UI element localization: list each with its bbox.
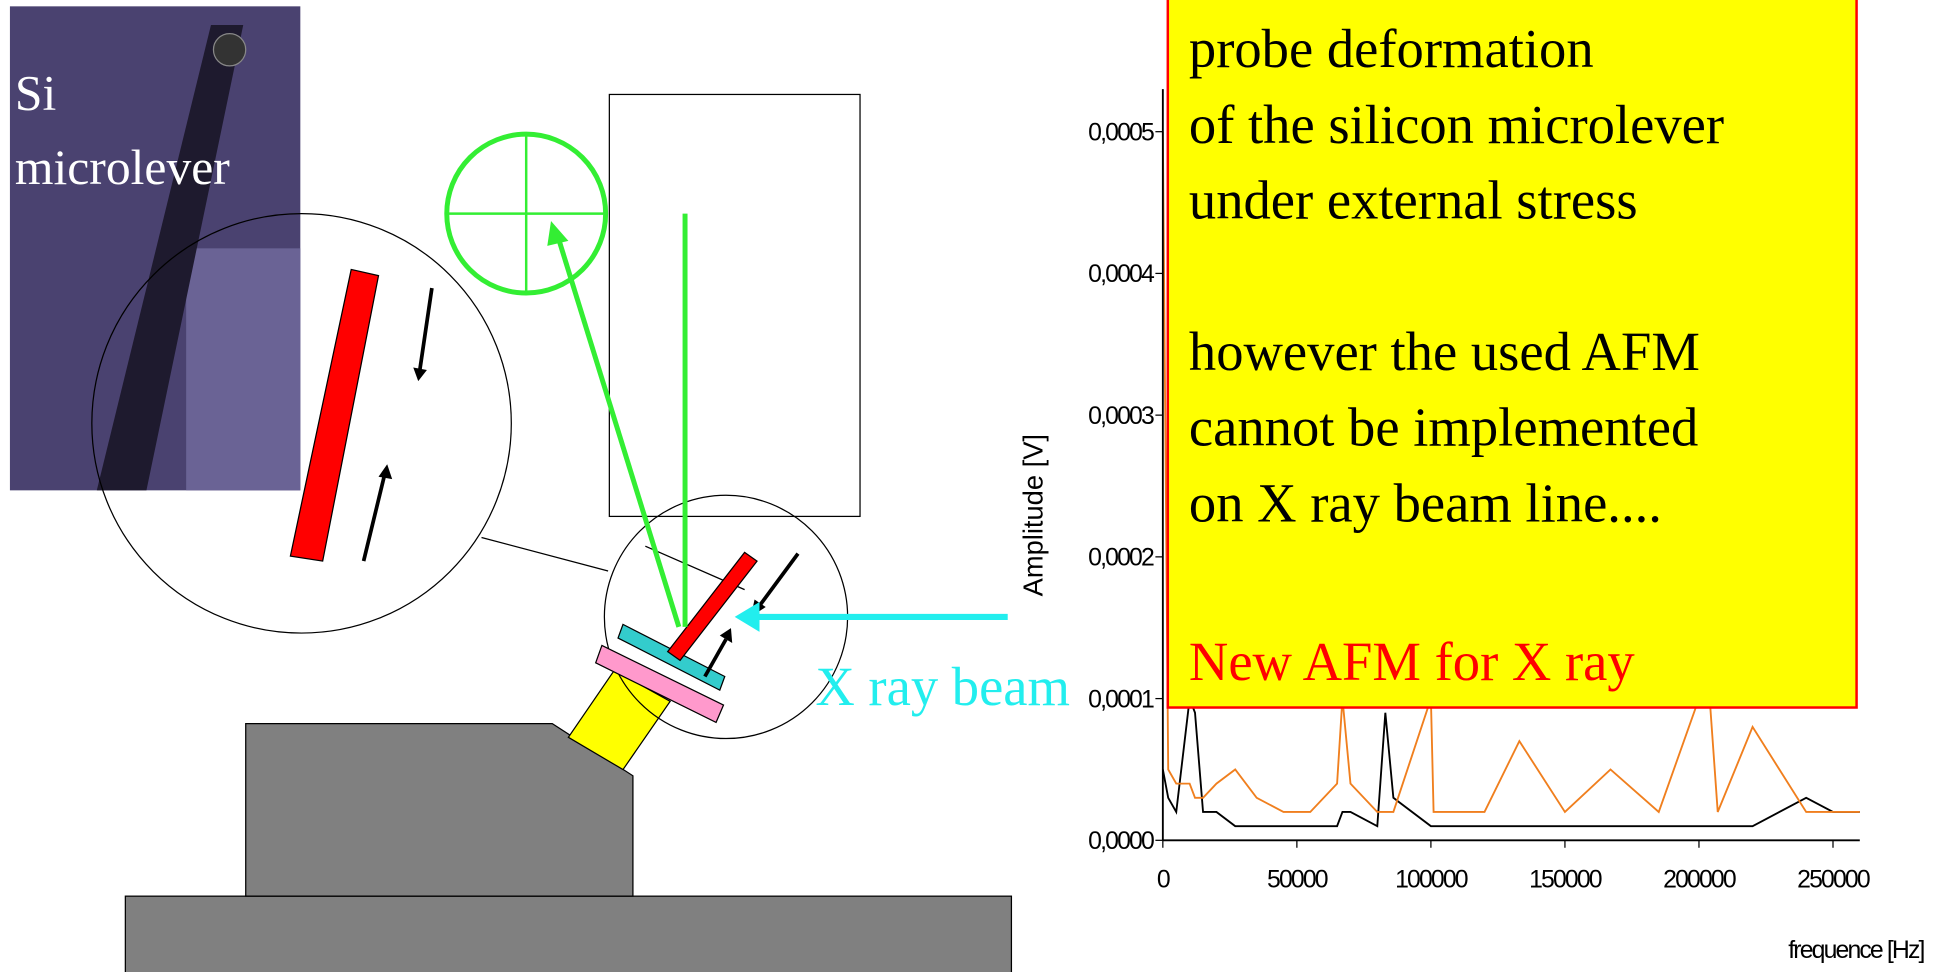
x-axis-label: frequence [Hz] [1788,937,1924,964]
note-line: of the silicon microlever [1189,94,1724,155]
beam-label: X ray beam [815,656,1070,717]
y-tick-label: 0,0003 [1088,403,1154,430]
note-highlight: New AFM for X ray [1189,631,1635,692]
note-line: on X ray beam line.... [1189,472,1662,533]
note-line: cannot be implemented [1189,397,1698,458]
y-tick-label: 0,0005 [1088,119,1154,146]
x-tick-label: 200000 [1663,866,1736,893]
x-tick-label: 250000 [1797,866,1870,893]
y-axis-label: Amplitude [V] [1017,434,1048,596]
y-tick-label: 0,0004 [1088,261,1155,288]
y-tick-label: 0,0002 [1088,545,1154,572]
data-line [1161,698,1860,828]
note-line: under external stress [1189,170,1638,231]
photo-label: Si [15,65,56,120]
note-box: probe deformation of the silicon microlev… [1166,0,1858,709]
note-line: however the used AFM [1189,321,1700,382]
x-tick-label: 0 [1157,866,1170,893]
x-tick-label: 100000 [1395,866,1468,893]
x-tick-label: 50000 [1267,866,1328,893]
y-tick-label: 0,0000 [1088,828,1154,855]
diagram: X ray beam [91,93,1070,972]
note-line: probe deformation [1189,18,1594,79]
x-tick-label: 150000 [1529,866,1602,893]
y-tick-label: 0,0001 [1088,686,1154,713]
chart: 0,0000 0,0001 0,0002 0,0003 0,0004 0,0005 0 500… [1017,89,1926,964]
photo: Si microlever [9,6,301,491]
photo-label: microlever [15,140,230,195]
